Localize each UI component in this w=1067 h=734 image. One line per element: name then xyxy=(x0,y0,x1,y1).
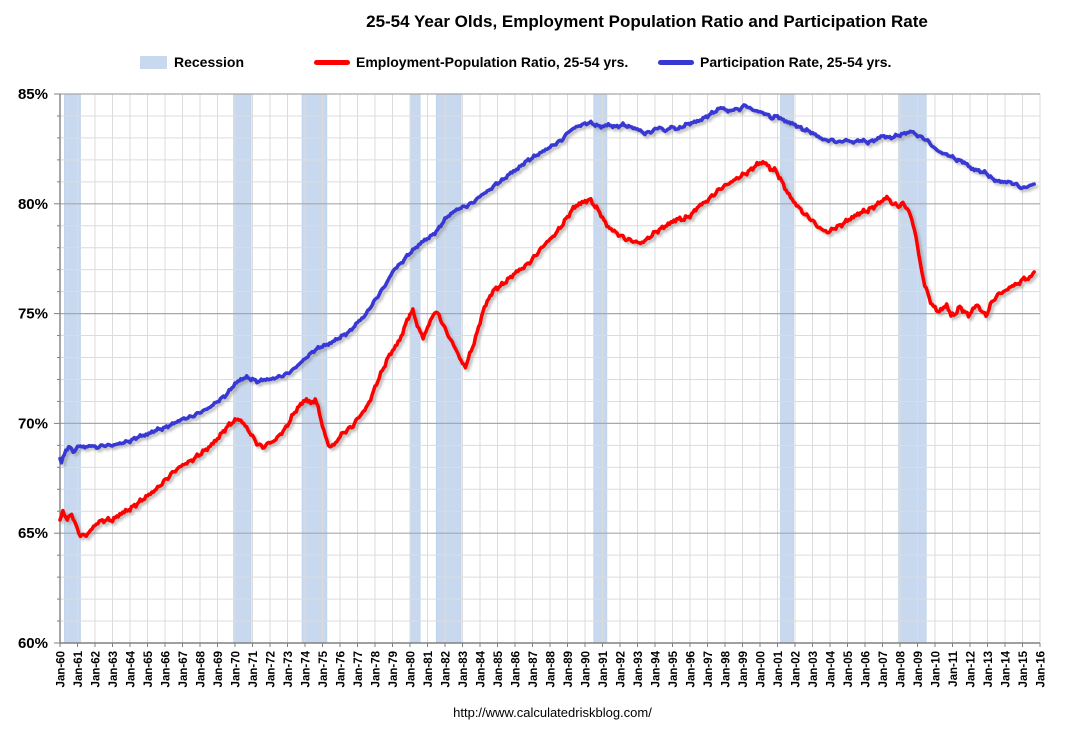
x-tick-label: Jan-86 xyxy=(511,651,523,687)
y-tick-labels: 85% 80% 75% 70% 65% 60% xyxy=(18,86,48,652)
x-tick-label: Jan-07 xyxy=(878,651,890,687)
x-tick-label: Jan-71 xyxy=(248,650,260,687)
data-lines xyxy=(58,103,1036,539)
x-tick-label: Jan-69 xyxy=(213,651,225,687)
legend-item-recession: Recession xyxy=(140,52,244,72)
x-tick-label: Jan-87 xyxy=(528,651,540,687)
x-tick-label: Jan-82 xyxy=(441,651,453,687)
lfpr-line-swatch xyxy=(658,59,694,65)
x-tick-label: Jan-62 xyxy=(91,651,103,687)
y-tick-label: 60% xyxy=(18,635,48,652)
x-tick-label: Jan-10 xyxy=(931,651,943,687)
x-tick-label: Jan-65 xyxy=(143,650,155,687)
x-tick-label: Jan-06 xyxy=(861,651,873,687)
x-tick-label: Jan-99 xyxy=(738,651,750,687)
x-tick-label: Jan-94 xyxy=(651,650,663,687)
x-tick-label: Jan-04 xyxy=(826,650,838,687)
x-tick-label: Jan-97 xyxy=(703,651,715,687)
recession-band xyxy=(435,93,462,644)
x-tick-label: Jan-96 xyxy=(686,651,698,687)
x-tick-label: Jan-83 xyxy=(458,651,470,687)
x-tick-label: Jan-73 xyxy=(283,651,295,687)
x-tick-label: Jan-09 xyxy=(913,651,925,687)
y-tick-label: 65% xyxy=(18,525,48,542)
x-tick-label: Jan-12 xyxy=(966,651,978,687)
recession-band xyxy=(409,93,421,644)
gridlines xyxy=(59,93,1041,643)
y-tick-label: 75% xyxy=(18,306,48,323)
x-tick-label: Jan-72 xyxy=(266,651,278,687)
x-tick-label: Jan-11 xyxy=(948,650,960,686)
x-tick-label: Jan-15 xyxy=(1018,650,1030,687)
y-tick-label: 70% xyxy=(18,415,48,432)
x-tick-label: Jan-88 xyxy=(546,650,558,687)
x-tick-label: Jan-76 xyxy=(336,651,348,687)
epop-line-swatch xyxy=(314,59,350,65)
x-tick-label: Jan-90 xyxy=(581,651,593,687)
recession-band xyxy=(898,93,927,644)
y-tick-label: 80% xyxy=(18,196,48,213)
x-tick-label: Jan-61 xyxy=(73,650,85,687)
recession-bands xyxy=(64,93,927,644)
x-tick-label: Jan-68 xyxy=(196,650,208,687)
x-tick-label: Jan-98 xyxy=(721,650,733,687)
legend-label-epop: Employment-Population Ratio, 25-54 yrs. xyxy=(356,54,629,70)
x-tick-label: Jan-92 xyxy=(616,651,628,687)
recession-band xyxy=(301,93,328,644)
x-tick-label: Jan-70 xyxy=(231,651,243,687)
x-tick-label: Jan-64 xyxy=(126,650,138,687)
x-tick-label: Jan-93 xyxy=(633,651,645,687)
x-tick-label: Jan-80 xyxy=(406,651,418,687)
chart-title: 25-54 Year Olds, Employment Population R… xyxy=(366,12,928,31)
legend-label-recession: Recession xyxy=(174,54,245,70)
recession-band xyxy=(233,93,252,644)
x-tick-label: Jan-66 xyxy=(161,651,173,687)
participation-rate-line xyxy=(58,103,1036,465)
x-tick-label: Jan-78 xyxy=(371,650,383,687)
x-tick-label: Jan-63 xyxy=(108,651,120,687)
x-tick-label: Jan-14 xyxy=(1001,650,1013,687)
recession-band xyxy=(780,93,794,644)
recession-band xyxy=(593,93,608,644)
x-tick-label: Jan-85 xyxy=(493,650,505,687)
x-tick-labels: Jan-60 Jan-61 Jan-62 Jan-63 Jan-64 Jan-65 Jan-… xyxy=(56,650,1048,687)
x-tick-label: Jan-74 xyxy=(301,650,313,687)
x-tick-label: Jan-16 xyxy=(1036,651,1048,687)
x-tick-label: Jan-03 xyxy=(808,651,820,687)
x-tick-label: Jan-02 xyxy=(791,651,803,687)
employment-population-ratio-line xyxy=(58,159,1036,539)
axes xyxy=(54,93,1041,647)
x-tick-label: Jan-13 xyxy=(983,651,995,687)
y-tick-label: 85% xyxy=(18,86,48,103)
legend-item-lfpr: Participation Rate, 25-54 yrs. xyxy=(658,52,891,72)
x-tick-label: Jan-05 xyxy=(843,650,855,687)
x-tick-label: Jan-81 xyxy=(423,650,435,687)
x-tick-label: Jan-00 xyxy=(756,651,768,687)
source-url: http://www.calculatedriskblog.com/ xyxy=(453,705,652,720)
x-tick-label: Jan-77 xyxy=(353,651,365,687)
x-tick-label: Jan-75 xyxy=(318,650,330,687)
x-tick-label: Jan-01 xyxy=(773,650,785,687)
x-tick-label: Jan-79 xyxy=(388,651,400,687)
x-tick-label: Jan-60 xyxy=(56,651,68,687)
x-tick-label: Jan-95 xyxy=(668,650,680,687)
x-tick-label: Jan-67 xyxy=(178,651,190,687)
legend-item-epop: Employment-Population Ratio, 25-54 yrs. xyxy=(314,52,628,72)
x-tick-label: Jan-84 xyxy=(476,650,488,687)
recession-band xyxy=(64,93,81,644)
x-tick-label: Jan-08 xyxy=(896,650,908,687)
legend-label-lfpr: Participation Rate, 25-54 yrs. xyxy=(700,54,892,70)
x-tick-label: Jan-89 xyxy=(563,651,575,687)
x-tick-label: Jan-91 xyxy=(598,650,610,687)
recession-swatch xyxy=(140,55,167,69)
